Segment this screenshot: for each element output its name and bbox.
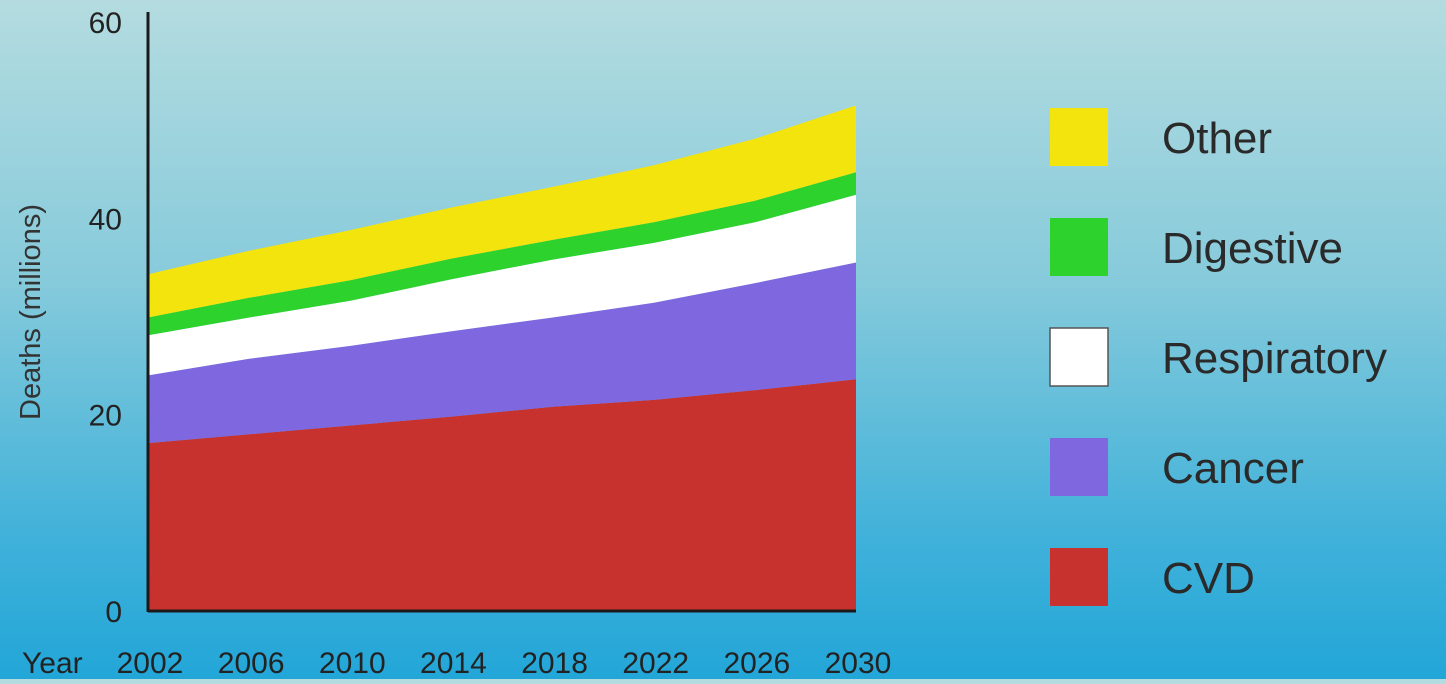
legend-swatch: [1050, 438, 1108, 496]
y-tick-label: 0: [105, 596, 122, 629]
x-tick-label: 2014: [420, 647, 487, 679]
legend-swatch: [1050, 108, 1108, 166]
x-tick-label: 2010: [319, 647, 386, 679]
area-cvd: [148, 379, 856, 611]
legend-item-respiratory: Respiratory: [1049, 327, 1387, 387]
legend-label: Digestive: [1162, 224, 1343, 273]
legend: Other Digestive Respiratory Cancer CVD: [1049, 108, 1387, 606]
y-axis-title: Deaths (millions): [15, 204, 47, 420]
x-tick-label: 2026: [723, 647, 790, 679]
legend-label: CVD: [1162, 554, 1255, 603]
legend-item-cancer: Cancer: [1050, 438, 1304, 496]
legend-item-other: Other: [1050, 108, 1272, 166]
area-respiratory: [148, 194, 856, 376]
axes: [146, 12, 856, 613]
x-tick-label: 2006: [218, 647, 285, 679]
area-other: [148, 105, 856, 318]
area-digestive: [148, 172, 856, 336]
stacked-areas: [148, 105, 856, 611]
y-tick-label: 60: [89, 7, 122, 40]
legend-swatch: [1050, 218, 1108, 276]
x-tick-labels: 2002 2006 2010 2014 2018 2022 2026 2030: [117, 647, 892, 680]
legend-swatch: [1049, 327, 1109, 387]
legend-label: Cancer: [1162, 444, 1304, 493]
legend-item-cvd: CVD: [1050, 548, 1255, 606]
legend-label: Other: [1162, 114, 1272, 163]
x-axis-title: Year: [22, 647, 83, 679]
legend-swatch: [1050, 548, 1108, 606]
y-tick-label: 20: [89, 400, 122, 433]
legend-label: Respiratory: [1162, 334, 1387, 383]
x-tick-label: 2030: [825, 647, 892, 679]
area-cancer: [148, 262, 856, 444]
x-tick-label: 2002: [117, 647, 184, 679]
x-tick-label: 2018: [521, 647, 588, 679]
y-tick-labels: 0 20 40 60: [89, 7, 122, 629]
legend-item-digestive: Digestive: [1050, 218, 1343, 276]
x-tick-label: 2022: [622, 647, 689, 679]
y-tick-label: 40: [89, 203, 122, 236]
